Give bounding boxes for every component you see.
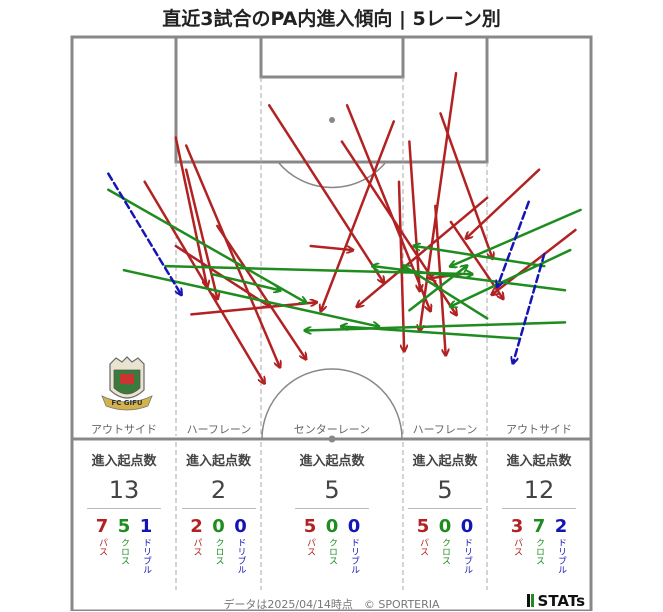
center-spot bbox=[328, 435, 336, 443]
dribble-label: ドリブル bbox=[556, 538, 566, 574]
cross-arrow-0 bbox=[122, 268, 378, 326]
penalty-spot bbox=[329, 117, 335, 123]
cross-count: 0 bbox=[438, 516, 452, 537]
stats-total: 12 bbox=[523, 476, 555, 504]
pass-arrow-8 bbox=[345, 104, 430, 310]
dribble-label: ドリブル bbox=[349, 538, 359, 574]
stats-total: 5 bbox=[437, 476, 453, 504]
stats-header: 進入起点数 bbox=[185, 454, 251, 469]
stats-header: 進入起点数 bbox=[412, 454, 478, 469]
pass-arrow-1 bbox=[184, 144, 279, 367]
pass-count: 2 bbox=[190, 516, 203, 537]
cross-arrow-9 bbox=[404, 266, 489, 320]
stats-right-half: 進入起点数 5 5 パス 0 クロス 0 ドリブル bbox=[403, 450, 487, 574]
pass-arrow-3 bbox=[190, 302, 316, 316]
cross-count: 7 bbox=[532, 516, 546, 537]
cross-arrow-4 bbox=[306, 321, 567, 330]
cross-arrow-1 bbox=[107, 188, 305, 303]
dribble-label: ドリブル bbox=[462, 538, 472, 574]
stats-total: 2 bbox=[210, 476, 227, 504]
cross-arrow-2 bbox=[210, 272, 279, 290]
pass-arrow-21 bbox=[309, 244, 353, 250]
pass-arrow-19 bbox=[492, 228, 577, 294]
dribble-count: 0 bbox=[347, 516, 361, 537]
pass-arrow-13 bbox=[420, 71, 458, 330]
dribble-label: ドリブル bbox=[235, 538, 246, 574]
cross-arrow-11 bbox=[408, 266, 466, 312]
pass-count: 5 bbox=[416, 516, 430, 537]
stats-header: 進入起点数 bbox=[506, 454, 572, 469]
pass-count: 5 bbox=[303, 516, 317, 537]
dribble-count: 0 bbox=[234, 516, 247, 537]
lane-label-right-half: ハーフレーン bbox=[412, 423, 478, 436]
penalty-area bbox=[174, 35, 489, 164]
cross-arrow-6 bbox=[451, 248, 572, 306]
cross-count: 0 bbox=[325, 516, 339, 537]
lane-label-right-outside: アウトサイド bbox=[506, 423, 572, 436]
cross-count: 5 bbox=[117, 516, 131, 537]
pass-label: パス bbox=[97, 538, 107, 556]
cross-label: クロス bbox=[327, 538, 337, 565]
lane-label-center: センターレーン bbox=[293, 423, 371, 436]
lane-label-left-outside: アウトサイド bbox=[91, 423, 157, 436]
stats-center: 進入起点数 5 5 パス 0 クロス 0 ドリブル bbox=[261, 450, 403, 574]
lane-label-left-half: ハーフレーン bbox=[186, 423, 252, 436]
cross-label: クロス bbox=[119, 538, 129, 565]
stats-header: 進入起点数 bbox=[91, 454, 157, 469]
cross-arrow-10 bbox=[415, 246, 546, 268]
chart-title: 直近3試合のPA内進入傾向 | 5レーン別 bbox=[162, 8, 501, 30]
cross-label: クロス bbox=[534, 538, 544, 565]
arrow-layer bbox=[107, 71, 582, 383]
dribble-count: 2 bbox=[554, 516, 568, 537]
pass-arrow-17 bbox=[357, 196, 489, 307]
stats-total: 13 bbox=[108, 476, 140, 504]
pass-label: パス bbox=[191, 538, 202, 556]
pass-arrow-7 bbox=[216, 224, 305, 359]
pass-count: 7 bbox=[95, 516, 109, 537]
pass-label: パス bbox=[512, 538, 522, 556]
cross-arrow-7 bbox=[342, 326, 520, 340]
dribble-count: 0 bbox=[460, 516, 474, 537]
footer-credit: データは2025/04/14時点 © SPORTERIA bbox=[223, 598, 440, 611]
pass-arrow-6 bbox=[267, 104, 383, 282]
svg-text:FC GIFU: FC GIFU bbox=[111, 399, 142, 407]
dribble-count: 1 bbox=[139, 516, 153, 537]
cross-count: 0 bbox=[212, 516, 225, 537]
dribble-arrow-1 bbox=[498, 200, 530, 286]
stats-header: 進入起点数 bbox=[299, 454, 365, 469]
dribble-arrow-2 bbox=[513, 252, 546, 363]
cross-label: クロス bbox=[213, 538, 224, 565]
pass-arrow-14 bbox=[408, 140, 419, 291]
pass-count: 3 bbox=[510, 516, 524, 537]
stats-left-half: 進入起点数 2 2 パス 0 クロス 0 ドリブル bbox=[176, 450, 261, 574]
pass-arrow-15 bbox=[439, 112, 492, 258]
center-circle bbox=[261, 368, 403, 440]
pass-label: パス bbox=[305, 538, 315, 556]
pass-arrow-9 bbox=[321, 120, 396, 310]
goal-area bbox=[259, 35, 405, 79]
dribble-arrow-0 bbox=[107, 172, 181, 295]
brand-logo: STATs bbox=[526, 592, 585, 610]
team-logo: FC GIFU bbox=[101, 356, 153, 411]
stats-logo-icon bbox=[526, 594, 530, 607]
pass-label: パス bbox=[418, 538, 428, 556]
pass-arrow-11 bbox=[434, 204, 445, 355]
dribble-label: ドリブル bbox=[141, 538, 151, 574]
stats-logo-icon bbox=[530, 594, 534, 607]
stats-left-outside: 進入起点数 13 7 パス 5 クロス 1 ドリブル bbox=[79, 450, 169, 574]
stats-right-outside: 進入起点数 12 3 パス 7 クロス 2 ドリブル bbox=[494, 450, 584, 574]
pass-arrow-5 bbox=[184, 168, 217, 299]
cross-label: クロス bbox=[440, 538, 450, 565]
stats-total: 5 bbox=[324, 476, 340, 504]
pass-arrow-20 bbox=[466, 168, 541, 238]
